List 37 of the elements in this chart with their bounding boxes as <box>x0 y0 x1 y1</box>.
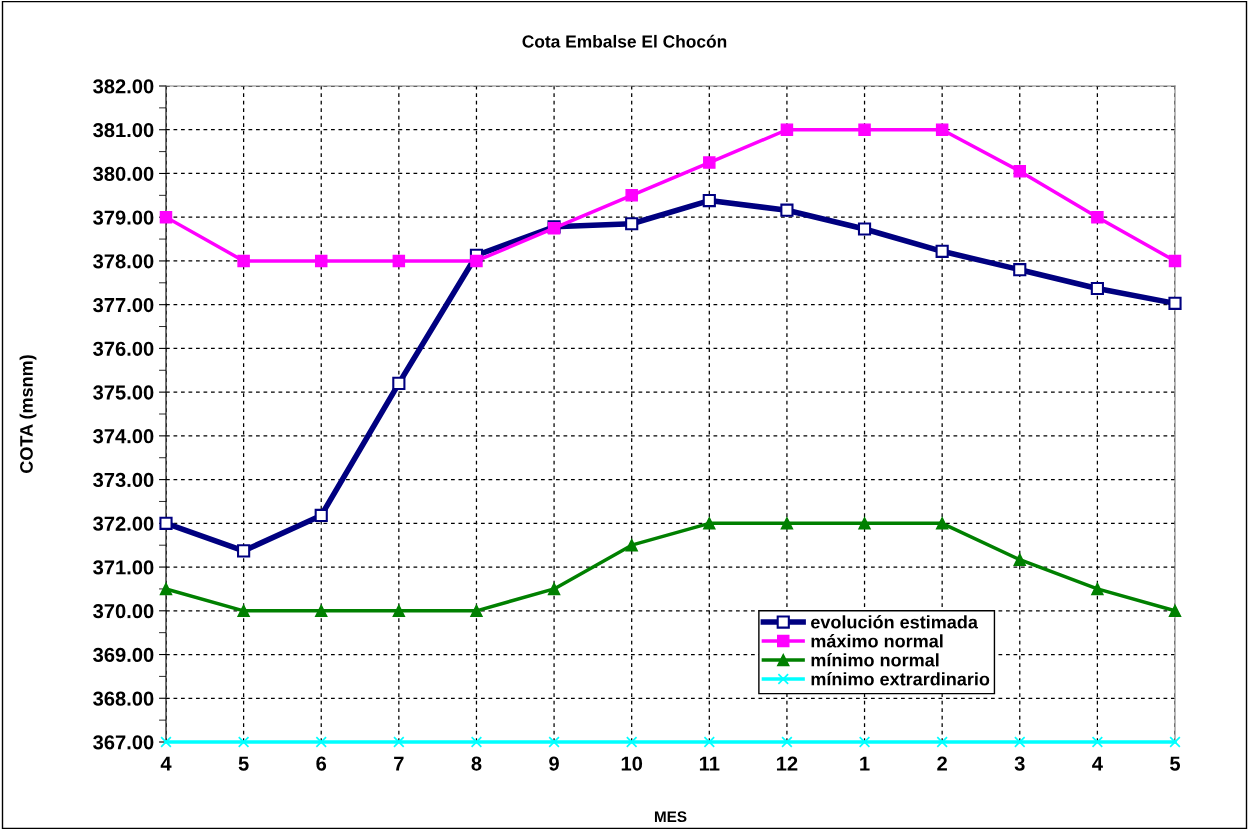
y-tick-label: 369.00 <box>93 647 154 663</box>
x-tick-label: 4 <box>1092 756 1103 771</box>
y-tick-label: 382.00 <box>93 79 154 94</box>
x-tick-label: 9 <box>549 756 559 771</box>
y-tick-label: 380.00 <box>93 166 154 181</box>
legend-label: mínimo extrardinario <box>811 672 990 686</box>
legend-label: evolución estimada <box>811 615 979 629</box>
y-tick-label: 370.00 <box>93 604 154 619</box>
y-tick-label: 373.00 <box>93 472 154 488</box>
y-tick-label: 374.00 <box>93 429 154 444</box>
x-tick-label: 8 <box>471 756 482 771</box>
x-tick-label: 7 <box>394 756 404 771</box>
y-tick-label: 381.00 <box>93 122 154 138</box>
y-tick-label: 375.00 <box>93 385 154 400</box>
x-tick-label: 4 <box>160 756 172 771</box>
x-tick-label: 5 <box>1170 756 1181 771</box>
y-tick-label: 371.00 <box>93 560 154 575</box>
x-tick-label: 5 <box>238 756 249 771</box>
y-tick-label: 377.00 <box>93 297 154 313</box>
y-tick-label: 367.00 <box>93 735 154 750</box>
y-tick-label: 379.00 <box>93 210 154 225</box>
y-tick-label: 372.00 <box>93 516 154 531</box>
y-axis-title: COTA (msnm) <box>19 355 37 473</box>
x-tick-label: 6 <box>316 756 327 771</box>
x-tick-label: 11 <box>699 756 720 771</box>
legend-label: máximo normal <box>811 634 943 648</box>
y-tick-label: 376.00 <box>93 341 154 356</box>
legend-label: mínimo normal <box>811 653 939 667</box>
x-tick-label: 10 <box>621 756 643 771</box>
x-axis-title: MES <box>654 811 687 823</box>
y-tick-label: 368.00 <box>93 691 154 706</box>
x-tick-label: 2 <box>937 756 947 771</box>
x-tick-label: 12 <box>776 756 798 771</box>
x-tick-label: 1 <box>860 756 870 771</box>
y-tick-label: 378.00 <box>93 254 154 269</box>
x-tick-label: 3 <box>1014 756 1025 771</box>
chart-title: Cota Embalse El Chocón <box>522 34 727 48</box>
